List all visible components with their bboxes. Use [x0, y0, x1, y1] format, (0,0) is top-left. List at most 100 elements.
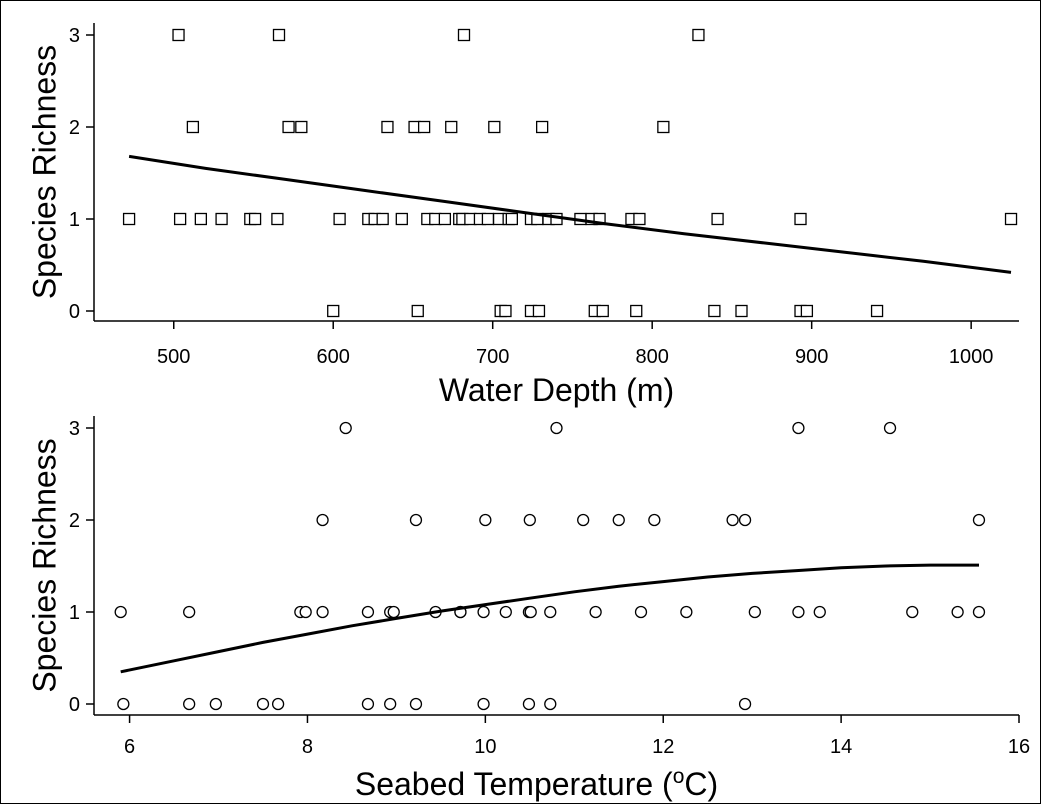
data-point-square — [692, 28, 705, 42]
temperature-x-axis-title-main: Seabed Temperature ( — [355, 766, 673, 802]
data-point-square — [194, 212, 208, 226]
data-point-circle — [387, 605, 400, 619]
x-tick-label: 900 — [795, 346, 828, 368]
water-depth-x-ticks: 500 600 700 800 900 1000 — [157, 321, 993, 368]
data-point-square — [445, 120, 458, 134]
data-point-circle — [883, 421, 897, 435]
data-point-circle — [748, 605, 761, 619]
water-depth-y-ticks: 0 1 2 3 — [69, 25, 94, 323]
x-tick-label: 16 — [1008, 736, 1030, 758]
data-point-circle — [409, 513, 423, 527]
data-point-square — [505, 212, 518, 226]
data-point-circle — [612, 513, 625, 527]
data-point-circle — [339, 421, 352, 435]
data-point-square — [173, 212, 187, 226]
data-point-circle — [384, 697, 397, 711]
x-tick-label: 12 — [652, 736, 674, 758]
data-point-square — [532, 304, 546, 318]
data-point-square — [417, 120, 431, 134]
data-point-square — [438, 212, 452, 226]
x-tick-label: 10 — [474, 736, 496, 758]
temperature-x-axis-title: Seabed Temperature (oC) — [355, 765, 718, 802]
data-point-square — [248, 212, 262, 226]
data-point-circle — [738, 697, 752, 711]
data-point-circle — [524, 605, 537, 619]
data-point-circle — [183, 697, 196, 711]
x-tick-label: 600 — [317, 346, 350, 368]
x-tick-label: 6 — [124, 736, 135, 758]
temperature-x-axis-title-superscript: o — [673, 765, 685, 788]
x-tick-label: 14 — [830, 736, 852, 758]
data-point-circle — [544, 605, 557, 619]
temperature-axes — [93, 416, 1019, 716]
data-point-circle — [114, 605, 127, 619]
data-point-circle — [183, 605, 196, 619]
data-point-circle — [361, 605, 375, 619]
data-point-square — [272, 28, 286, 42]
data-point-circle — [299, 605, 312, 619]
data-point-square — [271, 212, 284, 226]
data-point-circle — [972, 513, 986, 527]
temperature-y-axis-title: Species Richness — [26, 438, 62, 692]
data-point-square — [411, 304, 424, 318]
water-depth-y-axis-title: Species Richness — [26, 45, 62, 299]
data-point-circle — [951, 605, 964, 619]
data-point-square — [708, 304, 721, 318]
data-point-square — [488, 120, 501, 134]
data-point-square — [535, 120, 549, 134]
data-point-square — [172, 28, 185, 42]
y-tick-label: 3 — [69, 25, 80, 47]
temperature-points — [114, 421, 986, 711]
data-point-square — [633, 212, 646, 226]
data-point-square — [186, 120, 200, 134]
data-point-square — [122, 212, 136, 226]
x-tick-label: 500 — [157, 346, 190, 368]
data-point-square — [657, 120, 670, 134]
water-depth-fit-line — [128, 154, 1012, 274]
y-tick-label: 0 — [69, 694, 80, 716]
data-point-circle — [361, 697, 375, 711]
x-tick-label: 800 — [636, 346, 669, 368]
data-point-square — [481, 212, 495, 226]
data-point-square — [499, 304, 512, 318]
data-point-circle — [972, 605, 986, 619]
temperature-x-ticks: 6 8 10 12 14 16 — [124, 715, 1030, 758]
data-point-square — [735, 304, 748, 318]
data-point-square — [870, 304, 884, 318]
data-point-square — [794, 212, 807, 226]
data-point-circle — [544, 697, 557, 711]
data-point-square — [295, 120, 308, 134]
temperature-x-axis-title-end: C) — [684, 766, 718, 802]
data-point-circle — [477, 697, 490, 711]
data-point-square — [381, 120, 394, 134]
data-point-circle — [271, 697, 285, 711]
data-point-square — [215, 212, 228, 226]
data-point-square — [333, 212, 346, 226]
data-point-circle — [680, 605, 693, 619]
data-point-circle — [792, 421, 805, 435]
data-point-circle — [256, 697, 270, 711]
data-point-square — [596, 304, 609, 318]
data-point-circle — [209, 697, 223, 711]
data-point-square — [457, 28, 471, 42]
data-point-circle — [522, 697, 536, 711]
y-tick-label: 3 — [69, 418, 80, 440]
data-point-square — [327, 304, 340, 318]
data-point-circle — [477, 605, 490, 619]
data-point-square — [282, 120, 295, 134]
x-tick-label: 700 — [476, 346, 509, 368]
data-point-circle — [906, 605, 919, 619]
data-point-circle — [648, 513, 661, 527]
x-tick-label: 8 — [302, 736, 313, 758]
data-point-square — [593, 212, 606, 226]
data-point-square — [630, 304, 643, 318]
temperature-fit-line — [120, 563, 979, 674]
data-point-circle — [316, 605, 329, 619]
data-point-circle — [792, 605, 805, 619]
temperature-y-ticks: 0 1 2 3 — [69, 418, 94, 716]
data-point-circle — [409, 697, 423, 711]
data-point-circle — [589, 605, 602, 619]
